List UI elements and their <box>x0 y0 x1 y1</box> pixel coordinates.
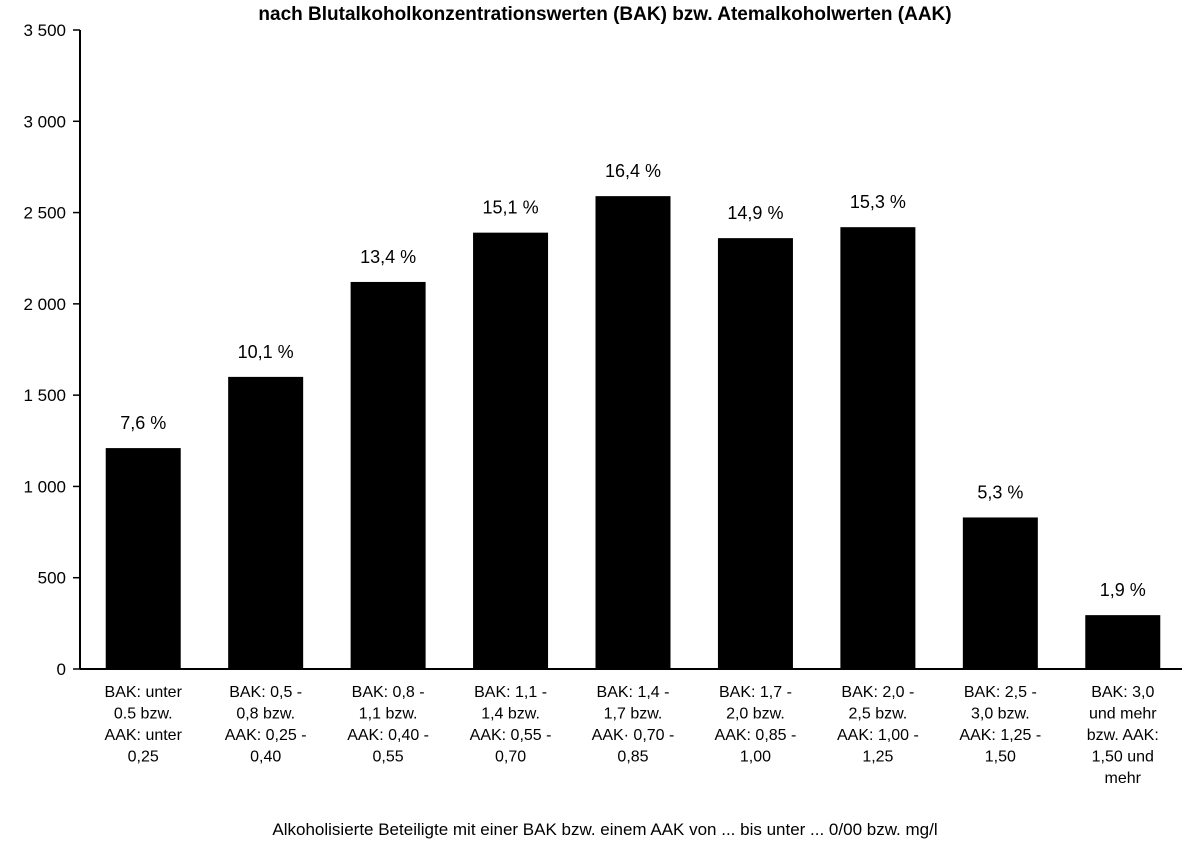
y-tick-label: 3 500 <box>23 21 66 40</box>
bar <box>840 227 916 670</box>
y-tick-label: 2 000 <box>23 295 66 314</box>
x-tick-label: BAK: 0,5 -0,8 bzw. AAK: 0,25 -0,40 <box>225 684 307 766</box>
y-tick-label: 3 000 <box>23 112 66 131</box>
x-tick-label: BAK: 1,7 -2,0 bzw. AAK: 0,85 -1,00 <box>715 684 797 766</box>
bar <box>962 517 1038 669</box>
bar <box>1085 615 1161 669</box>
bar-data-label: 15,3 % <box>850 192 906 212</box>
bar-data-label: 5,3 % <box>977 482 1023 502</box>
y-tick-label: 1 500 <box>23 386 66 405</box>
bar-data-label: 13,4 % <box>360 247 416 267</box>
bar <box>473 232 549 669</box>
x-tick-label: BAK: 0,8 -1,1 bzw. AAK: 0,40 -0,55 <box>347 684 429 766</box>
x-tick-label: BAK: 2,0 -2,5 bzw. AAK: 1,00 -1,25 <box>837 684 919 766</box>
bar-data-label: 15,1 % <box>483 198 539 218</box>
data-labels: 7,6 % 10,1 % 13,4 % 15,1 % 16,4 % 14,9 % 15,3 … <box>120 161 1146 600</box>
y-axis: 0 500 1 000 1 500 2 000 2 500 3 000 3 500 <box>23 21 81 679</box>
bars <box>105 196 1161 670</box>
bar-data-label: 16,4 % <box>605 161 661 181</box>
bar-data-label: 1,9 % <box>1100 580 1146 600</box>
y-tick-label: 500 <box>38 569 66 588</box>
bar <box>228 376 304 669</box>
x-tick-label: BAK: 1,1 -1,4 bzw. AAK: 0,55 -0,70 <box>470 684 552 766</box>
bar <box>595 196 671 669</box>
y-tick-label: 1 000 <box>23 477 66 496</box>
x-tick-label: BAK: 1,4 -1,7 bzw. AAK· 0,70 -0,85 <box>592 684 675 766</box>
x-axis-title: Alkoholisierte Beteiligte mit einer BAK … <box>272 820 937 839</box>
y-tick-label: 2 500 <box>23 204 66 223</box>
chart-title: nach Blutalkoholkonzentrationswerten (BA… <box>258 4 951 25</box>
x-axis: BAK: unter 0.5 bzw. AAK: unter 0,25 BAK: 0,5… <box>80 668 1182 787</box>
bar-data-label: 14,9 % <box>727 203 783 223</box>
x-tick-label: BAK: 2,5 -3,0 bzw. AAK: 1,25 -1,50 <box>959 684 1041 766</box>
bar <box>105 448 181 669</box>
bar-data-label: 10,1 % <box>238 342 294 362</box>
x-tick-label: BAK: unter 0.5 bzw. AAK: unter 0,25 <box>105 684 183 766</box>
x-tick-label: BAK: 3,0 und mehr bzw. AAK: 1,50 und mehr <box>1087 684 1159 787</box>
bar <box>350 281 426 669</box>
y-tick-label: 0 <box>57 660 66 679</box>
bar-data-label: 7,6 % <box>120 413 166 433</box>
bar <box>717 238 793 670</box>
